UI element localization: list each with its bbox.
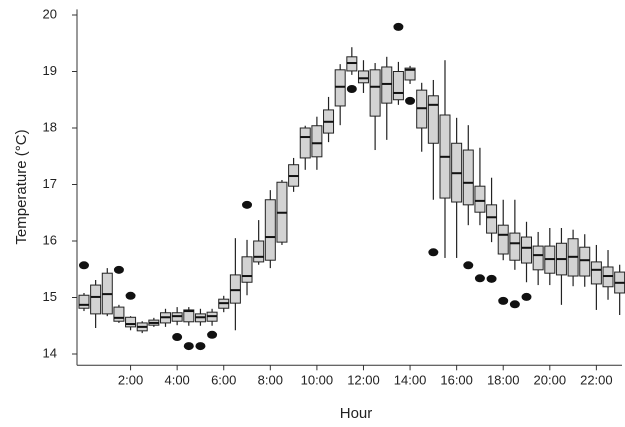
box xyxy=(299,127,311,159)
box xyxy=(113,306,125,322)
outlier xyxy=(463,261,474,270)
outlier xyxy=(498,296,509,305)
y-tick-label: 15 xyxy=(43,289,57,304)
x-tick-label: 12:00 xyxy=(347,373,380,388)
outlier xyxy=(207,330,218,339)
outlier xyxy=(195,342,206,351)
outlier xyxy=(474,274,485,283)
x-tick-label: 4:00 xyxy=(164,373,189,388)
x-tick-label: 2:00 xyxy=(118,373,143,388)
outlier xyxy=(183,342,194,351)
box xyxy=(392,71,404,101)
box xyxy=(253,240,265,263)
y-tick-label: 14 xyxy=(43,345,57,360)
box xyxy=(579,246,591,277)
outlier xyxy=(113,265,124,274)
box xyxy=(474,185,486,213)
outlier xyxy=(521,292,532,301)
box xyxy=(462,149,474,206)
outlier xyxy=(125,291,136,300)
x-tick-label: 16:00 xyxy=(440,373,473,388)
box xyxy=(427,95,439,144)
box xyxy=(90,284,102,315)
x-tick-label: 14:00 xyxy=(394,373,427,388)
y-tick-label: 20 xyxy=(43,6,57,21)
y-axis-title: Temperature (°C) xyxy=(13,129,30,244)
box xyxy=(125,316,137,328)
box xyxy=(264,199,276,261)
box xyxy=(78,294,90,309)
outlier xyxy=(428,248,439,257)
x-tick-label: 10:00 xyxy=(301,373,334,388)
x-tick-label: 22:00 xyxy=(580,373,613,388)
outlier xyxy=(509,300,520,309)
box xyxy=(509,232,521,261)
x-tick-label: 18:00 xyxy=(487,373,520,388)
outlier xyxy=(393,22,404,31)
outlier xyxy=(78,261,89,270)
box xyxy=(381,66,393,104)
outlier xyxy=(172,333,183,342)
box xyxy=(497,224,509,255)
x-axis-title: Hour xyxy=(340,405,373,422)
x-tick-label: 8:00 xyxy=(258,373,283,388)
box xyxy=(521,236,533,264)
box xyxy=(183,309,195,323)
x-tick-label: 20:00 xyxy=(534,373,567,388)
y-tick-label: 17 xyxy=(43,176,57,191)
box xyxy=(311,125,323,158)
outlier xyxy=(242,200,253,209)
box xyxy=(369,69,381,117)
box xyxy=(404,67,416,81)
box xyxy=(357,70,369,84)
outlier xyxy=(486,274,497,283)
y-tick-label: 18 xyxy=(43,119,57,134)
box xyxy=(241,256,253,283)
y-tick-label: 19 xyxy=(43,63,57,78)
box xyxy=(590,261,602,285)
x-tick-label: 6:00 xyxy=(211,373,236,388)
outlier xyxy=(346,85,357,94)
box xyxy=(229,274,241,304)
y-tick-label: 16 xyxy=(43,232,57,247)
outlier xyxy=(405,96,416,105)
box xyxy=(532,245,544,271)
box xyxy=(334,69,346,107)
box xyxy=(486,204,498,234)
